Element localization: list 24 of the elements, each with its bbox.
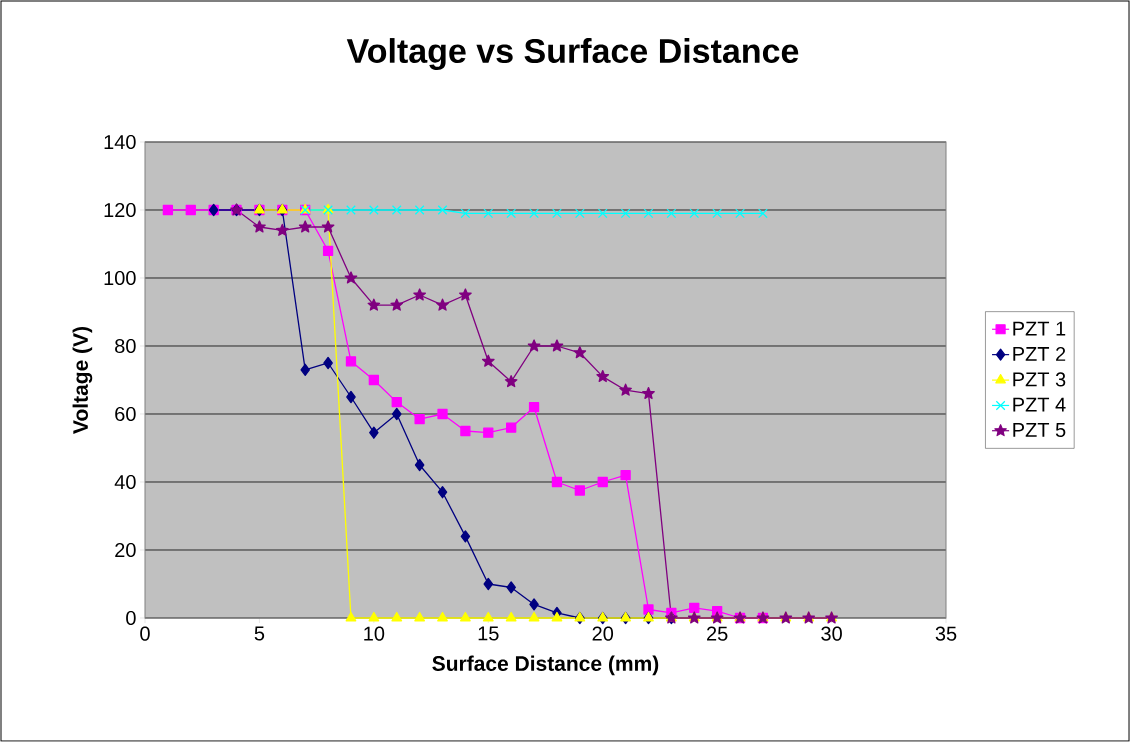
x-tick-label: 20 <box>592 626 614 641</box>
chart-title: Voltage vs Surface Distance <box>346 38 799 70</box>
legend-label: PZT 3 <box>1013 372 1066 387</box>
legend-label: PZT 1 <box>1013 321 1066 336</box>
y-axis-title: Voltage (V) <box>72 327 93 434</box>
y-tick-label: 60 <box>115 406 136 422</box>
legend-label: PZT 2 <box>1013 346 1066 361</box>
x-tick-label: 25 <box>707 626 728 641</box>
x-tick-label: 30 <box>821 626 842 641</box>
x-tick-label: 5 <box>254 626 265 641</box>
y-tick-label: 40 <box>114 474 136 490</box>
x-tick-label: 15 <box>478 626 499 641</box>
y-tick-label: 20 <box>115 542 136 558</box>
y-tick-label: 0 <box>126 610 136 626</box>
y-tick-label: 80 <box>115 338 136 354</box>
x-tick-label: 35 <box>935 626 957 641</box>
x-axis-title: Surface Distance (mm) <box>432 655 659 676</box>
y-tick-label: 140 <box>104 134 136 150</box>
legend-label: PZT 5 <box>1013 423 1066 438</box>
legend-label: PZT 4 <box>1013 397 1066 412</box>
x-tick-label: 10 <box>364 626 385 641</box>
x-tick-label: 0 <box>140 626 150 641</box>
y-tick-label: 120 <box>104 202 136 218</box>
y-tick-label: 100 <box>104 270 136 286</box>
